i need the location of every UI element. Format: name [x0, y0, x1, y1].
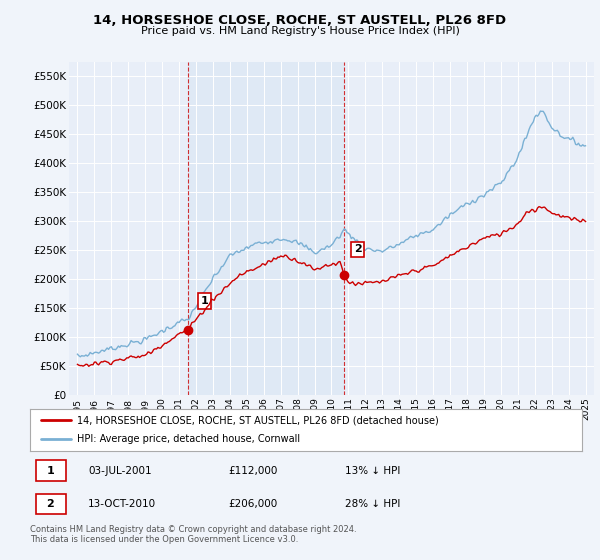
Text: 28% ↓ HPI: 28% ↓ HPI: [344, 499, 400, 509]
Text: Price paid vs. HM Land Registry's House Price Index (HPI): Price paid vs. HM Land Registry's House …: [140, 26, 460, 36]
Text: Contains HM Land Registry data © Crown copyright and database right 2024.
This d: Contains HM Land Registry data © Crown c…: [30, 525, 356, 544]
Text: 2: 2: [47, 499, 54, 509]
Text: £206,000: £206,000: [229, 499, 278, 509]
FancyBboxPatch shape: [35, 494, 66, 514]
Text: 1: 1: [200, 296, 208, 306]
Text: 14, HORSESHOE CLOSE, ROCHE, ST AUSTELL, PL26 8FD (detached house): 14, HORSESHOE CLOSE, ROCHE, ST AUSTELL, …: [77, 415, 439, 425]
Text: 2: 2: [354, 244, 362, 254]
Text: £112,000: £112,000: [229, 465, 278, 475]
Bar: [188, 62, 344, 395]
Text: 1: 1: [47, 465, 54, 475]
FancyBboxPatch shape: [35, 460, 66, 481]
Text: 13% ↓ HPI: 13% ↓ HPI: [344, 465, 400, 475]
Text: 03-JUL-2001: 03-JUL-2001: [88, 465, 152, 475]
Text: 14, HORSESHOE CLOSE, ROCHE, ST AUSTELL, PL26 8FD: 14, HORSESHOE CLOSE, ROCHE, ST AUSTELL, …: [94, 14, 506, 27]
Text: 13-OCT-2010: 13-OCT-2010: [88, 499, 156, 509]
Text: HPI: Average price, detached house, Cornwall: HPI: Average price, detached house, Corn…: [77, 435, 300, 445]
